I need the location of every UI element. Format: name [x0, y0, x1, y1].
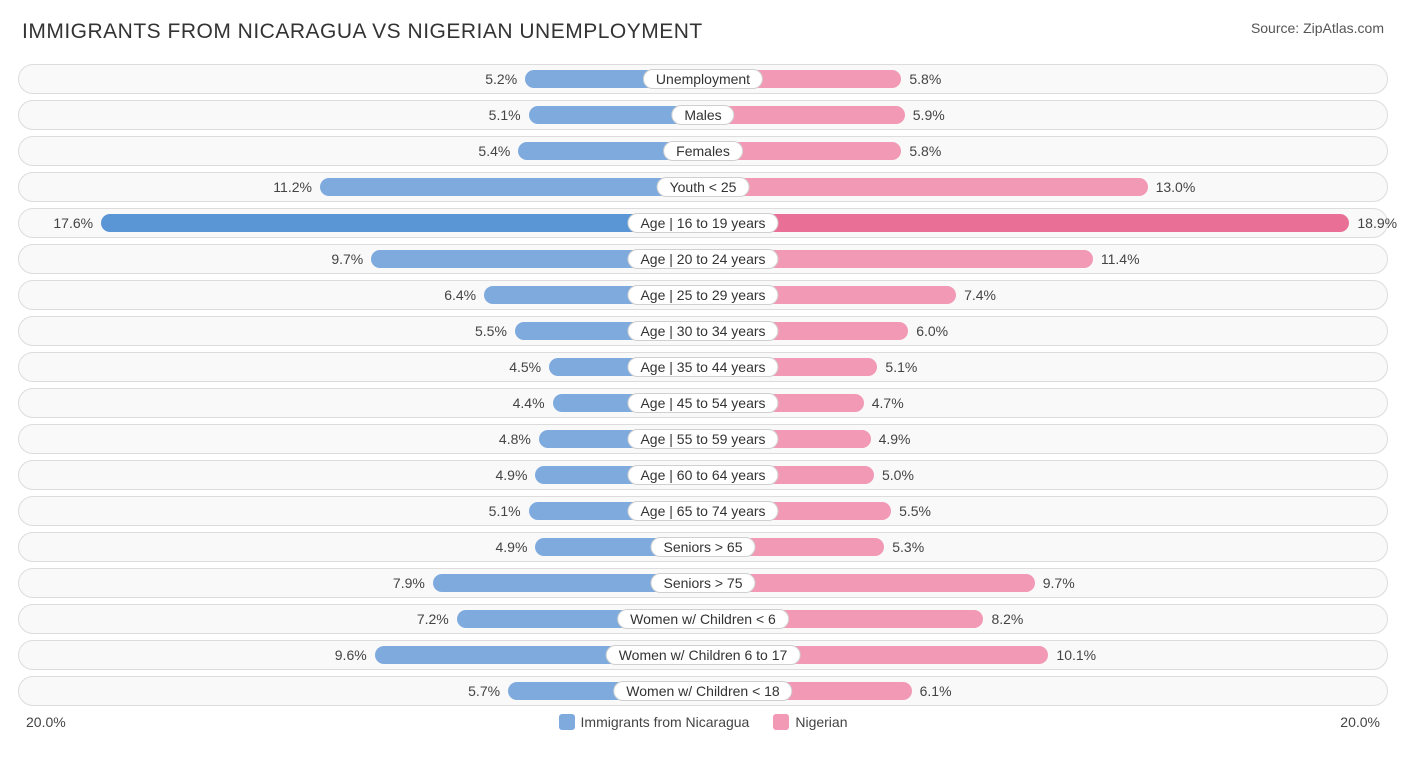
chart-row: 5.4% 5.8% Females	[18, 136, 1388, 166]
chart-row: 4.4% 4.7% Age | 45 to 54 years	[18, 388, 1388, 418]
bar-right	[703, 214, 1349, 232]
category-label: Age | 35 to 44 years	[627, 357, 778, 377]
category-label: Age | 65 to 74 years	[627, 501, 778, 521]
value-label-right: 5.1%	[885, 359, 917, 375]
chart-row: 5.1% 5.5% Age | 65 to 74 years	[18, 496, 1388, 526]
category-label: Age | 30 to 34 years	[627, 321, 778, 341]
value-label-right: 8.2%	[991, 611, 1023, 627]
value-label-left: 5.1%	[489, 107, 521, 123]
value-label-right: 9.7%	[1043, 575, 1075, 591]
legend-swatch-left	[559, 714, 575, 730]
legend-swatch-right	[773, 714, 789, 730]
bar-left	[101, 214, 703, 232]
axis-max-left: 20.0%	[26, 714, 66, 730]
category-label: Women w/ Children < 6	[617, 609, 789, 629]
value-label-left: 9.6%	[335, 647, 367, 663]
category-label: Women w/ Children 6 to 17	[606, 645, 801, 665]
value-label-left: 6.4%	[444, 287, 476, 303]
value-label-left: 4.9%	[496, 539, 528, 555]
axis-max-right: 20.0%	[1340, 714, 1380, 730]
category-label: Women w/ Children < 18	[613, 681, 792, 701]
value-label-left: 7.2%	[417, 611, 449, 627]
value-label-right: 5.0%	[882, 467, 914, 483]
value-label-left: 4.8%	[499, 431, 531, 447]
category-label: Youth < 25	[657, 177, 750, 197]
category-label: Age | 20 to 24 years	[627, 249, 778, 269]
value-label-right: 5.8%	[909, 71, 941, 87]
bar-left	[320, 178, 703, 196]
value-label-right: 5.3%	[892, 539, 924, 555]
value-label-right: 4.7%	[872, 395, 904, 411]
chart-row: 5.5% 6.0% Age | 30 to 34 years	[18, 316, 1388, 346]
chart-source: Source: ZipAtlas.com	[1251, 20, 1384, 36]
value-label-right: 5.8%	[909, 143, 941, 159]
legend-item-right: Nigerian	[773, 714, 847, 730]
value-label-left: 4.9%	[496, 467, 528, 483]
chart-footer: 20.0% Immigrants from Nicaragua Nigerian…	[18, 714, 1388, 730]
value-label-right: 11.4%	[1101, 251, 1140, 267]
chart-row: 6.4% 7.4% Age | 25 to 29 years	[18, 280, 1388, 310]
chart-row: 17.6%18.9%Age | 16 to 19 years	[18, 208, 1388, 238]
value-label-left: 5.4%	[478, 143, 510, 159]
legend-label-left: Immigrants from Nicaragua	[581, 714, 750, 730]
legend-item-left: Immigrants from Nicaragua	[559, 714, 750, 730]
value-label-right: 13.0%	[1156, 179, 1196, 195]
value-label-right: 18.9%	[1357, 215, 1397, 231]
chart-row: 4.5% 5.1% Age | 35 to 44 years	[18, 352, 1388, 382]
value-label-left: 5.5%	[475, 323, 507, 339]
legend: Immigrants from Nicaragua Nigerian	[559, 714, 848, 730]
category-label: Age | 16 to 19 years	[627, 213, 778, 233]
chart-row: 7.2% 8.2% Women w/ Children < 6	[18, 604, 1388, 634]
value-label-right: 5.9%	[913, 107, 945, 123]
legend-label-right: Nigerian	[795, 714, 847, 730]
chart-row: 5.1% 5.9% Males	[18, 100, 1388, 130]
value-label-right: 10.1%	[1056, 647, 1096, 663]
chart-row: 7.9% 9.7% Seniors > 75	[18, 568, 1388, 598]
category-label: Females	[663, 141, 743, 161]
value-label-right: 4.9%	[879, 431, 911, 447]
value-label-right: 5.5%	[899, 503, 931, 519]
value-label-left: 11.2%	[273, 179, 312, 195]
category-label: Age | 25 to 29 years	[627, 285, 778, 305]
category-label: Age | 60 to 64 years	[627, 465, 778, 485]
chart-row: 11.2% 13.0% Youth < 25	[18, 172, 1388, 202]
value-label-right: 6.0%	[916, 323, 948, 339]
value-label-left: 5.1%	[489, 503, 521, 519]
category-label: Age | 45 to 54 years	[627, 393, 778, 413]
chart-title: IMMIGRANTS FROM NICARAGUA VS NIGERIAN UN…	[22, 20, 703, 44]
value-label-left: 7.9%	[393, 575, 425, 591]
value-label-left: 4.4%	[513, 395, 545, 411]
value-label-left: 4.5%	[509, 359, 541, 375]
chart-row: 4.9% 5.3% Seniors > 65	[18, 532, 1388, 562]
chart-row: 9.6% 10.1% Women w/ Children 6 to 17	[18, 640, 1388, 670]
value-label-left: 5.7%	[468, 683, 500, 699]
value-label-right: 6.1%	[920, 683, 952, 699]
chart-row: 5.7% 6.1% Women w/ Children < 18	[18, 676, 1388, 706]
bar-right	[703, 178, 1148, 196]
value-label-left: 17.6%	[53, 215, 93, 231]
value-label-right: 7.4%	[964, 287, 996, 303]
value-label-left: 5.2%	[485, 71, 517, 87]
category-label: Age | 55 to 59 years	[627, 429, 778, 449]
chart-row: 4.9% 5.0% Age | 60 to 64 years	[18, 460, 1388, 490]
chart-row: 4.8% 4.9% Age | 55 to 59 years	[18, 424, 1388, 454]
chart-row: 9.7% 11.4% Age | 20 to 24 years	[18, 244, 1388, 274]
category-label: Seniors > 75	[651, 573, 756, 593]
chart-header: IMMIGRANTS FROM NICARAGUA VS NIGERIAN UN…	[18, 20, 1388, 44]
category-label: Unemployment	[643, 69, 763, 89]
category-label: Seniors > 65	[651, 537, 756, 557]
value-label-left: 9.7%	[331, 251, 363, 267]
chart-row: 5.2% 5.8% Unemployment	[18, 64, 1388, 94]
chart-rows: 5.2% 5.8% Unemployment 5.1% 5.9% Males 5.4% 5.8…	[18, 64, 1388, 706]
category-label: Males	[671, 105, 734, 125]
